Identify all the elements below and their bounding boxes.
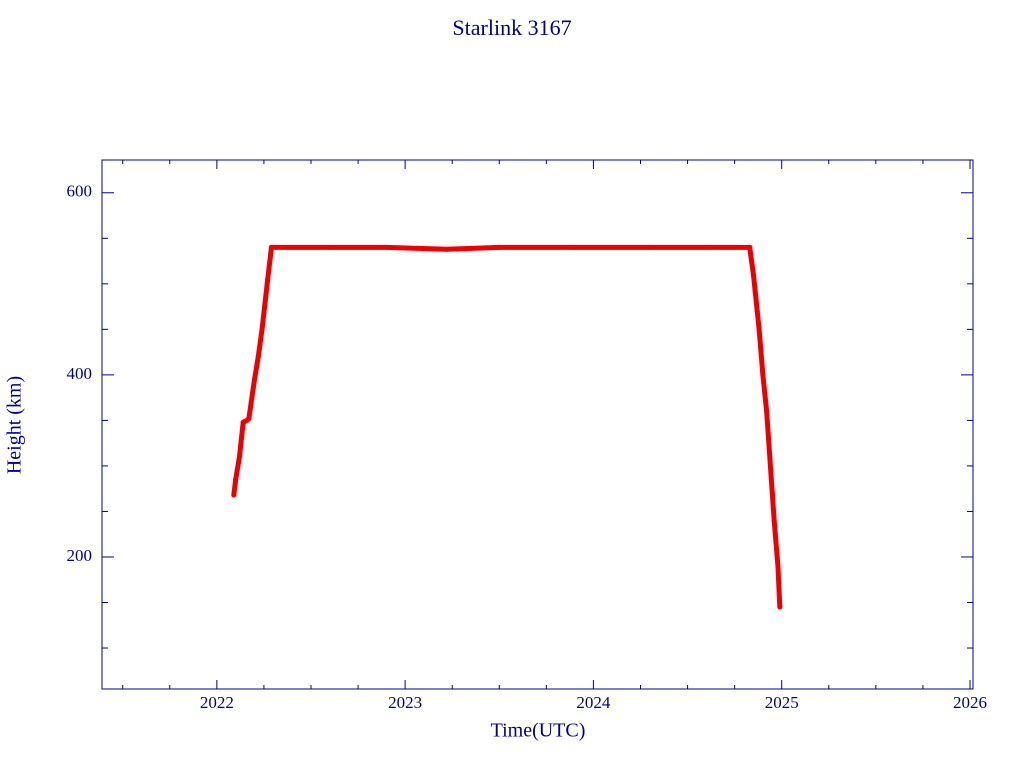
data-point <box>268 244 274 250</box>
y-axis-label: Height (km) <box>4 376 26 474</box>
data-point <box>255 354 261 360</box>
y-tick-label: 600 <box>67 182 93 201</box>
data-point <box>233 477 239 483</box>
data-point <box>327 244 333 250</box>
data-point <box>773 540 779 546</box>
data-point <box>766 436 772 442</box>
data-point <box>750 272 756 278</box>
data-point <box>777 604 783 610</box>
data-point <box>764 408 770 414</box>
data-point <box>246 416 252 422</box>
x-tick-label: 2022 <box>200 693 234 712</box>
plot-frame <box>101 159 974 690</box>
data-point <box>240 419 246 425</box>
x-axis-label: Time(UTC) <box>491 720 586 742</box>
data-point <box>754 308 760 314</box>
data-point <box>259 326 265 332</box>
data-point <box>496 244 502 250</box>
data-point <box>265 276 271 282</box>
y-tick-label: 400 <box>67 364 93 383</box>
data-point <box>236 454 242 460</box>
data-point <box>572 244 578 250</box>
data-point <box>383 244 389 250</box>
x-tick-label: 2025 <box>765 693 799 712</box>
x-tick-label: 2023 <box>388 693 422 712</box>
data-point <box>252 376 258 382</box>
x-tick-label: 2026 <box>953 693 987 712</box>
x-tick-label: 2024 <box>576 693 611 712</box>
data-point <box>747 244 753 250</box>
height-line <box>231 244 783 608</box>
data-point <box>756 326 762 332</box>
data-point <box>231 492 237 498</box>
data-point <box>703 244 709 250</box>
data-point <box>444 246 450 252</box>
data-point <box>769 490 775 496</box>
data-point <box>647 244 653 250</box>
data-point <box>775 563 781 569</box>
y-tick-label: 200 <box>67 546 93 565</box>
data-point <box>760 372 766 378</box>
data-point <box>771 518 777 524</box>
chart-title: Starlink 3167 <box>452 15 571 40</box>
